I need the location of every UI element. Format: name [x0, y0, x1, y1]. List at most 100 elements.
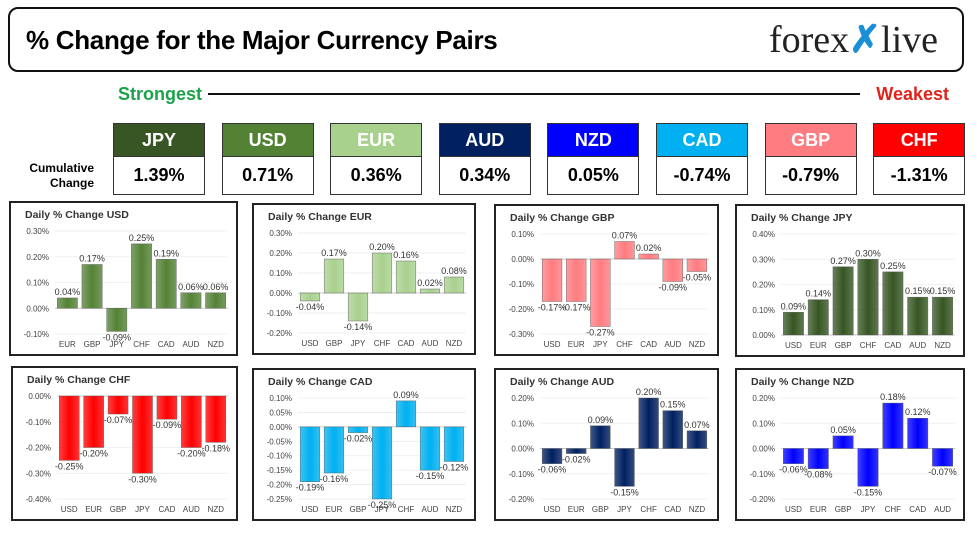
bar-nzd	[686, 258, 708, 272]
x-tick-label: JPY	[135, 505, 150, 514]
bar-eur	[323, 426, 345, 474]
data-label: -0.09%	[153, 420, 182, 430]
x-tick-label: CHF	[374, 339, 391, 348]
bar-aud	[419, 426, 441, 471]
y-tick-label: 0.10%	[269, 269, 292, 278]
y-tick-label: 0.20%	[269, 249, 292, 258]
data-label: -0.02%	[562, 455, 591, 465]
bar-aud	[181, 395, 202, 448]
x-tick-label: NZD	[689, 505, 706, 514]
cumulative-change-value: -0.79%	[764, 157, 857, 195]
y-tick-label: -0.10%	[750, 470, 775, 479]
currency-cell-nzd: NZD 0.05%	[547, 123, 640, 195]
chart-panel-eur: Daily % Change EUR -0.20% -0.10% 0.00% 0.10%…	[252, 203, 476, 355]
bar-gbp	[590, 425, 611, 449]
bar-chf	[882, 402, 904, 449]
strength-divider	[208, 93, 860, 95]
x-tick-label: GBP	[326, 339, 343, 348]
bar-cad	[155, 259, 177, 309]
currency-code: GBP	[764, 123, 857, 157]
y-tick-label: 0.10%	[752, 306, 775, 315]
y-tick-label: 0.10%	[511, 230, 534, 239]
bar-cad	[638, 253, 659, 260]
bar-gbp	[81, 264, 103, 309]
x-tick-label: EUR	[810, 341, 827, 350]
bar-chf	[857, 259, 879, 336]
logo-text-right: live	[881, 19, 938, 61]
bar-jpy	[132, 395, 153, 474]
bar-gbp	[832, 266, 854, 336]
bar-chf	[131, 243, 152, 309]
cumulative-change-value: 0.34%	[438, 157, 531, 195]
y-tick-label: 0.30%	[26, 227, 49, 236]
bar-eur	[566, 258, 587, 302]
x-tick-label: JPY	[861, 505, 876, 514]
x-tick-label: GBP	[835, 505, 852, 514]
chart-panel-nzd: Daily % Change NZD -0.20% -0.10% 0.00% 0.10%…	[735, 368, 965, 521]
data-label: 0.16%	[393, 250, 419, 260]
data-label: -0.07%	[104, 415, 133, 425]
y-tick-label: -0.10%	[24, 330, 49, 339]
data-label: -0.09%	[103, 332, 132, 342]
y-tick-label: -0.30%	[26, 469, 51, 478]
data-label: 0.30%	[855, 248, 881, 258]
x-tick-label: GBP	[84, 340, 101, 349]
bar-gbp	[832, 435, 854, 449]
y-tick-label: -0.20%	[509, 305, 534, 314]
currency-code: AUD	[438, 123, 531, 157]
data-label: 0.02%	[417, 278, 443, 288]
data-label: 0.25%	[129, 233, 155, 243]
x-tick-label: GBP	[110, 505, 127, 514]
y-tick-label: 0.20%	[752, 281, 775, 290]
data-label: 0.07%	[684, 420, 710, 430]
y-tick-label: 0.20%	[26, 253, 49, 262]
bar-aud	[419, 288, 441, 294]
x-tick-label: JPY	[109, 340, 124, 349]
bar-usd	[58, 395, 80, 461]
data-label: -0.04%	[296, 302, 325, 312]
data-label: -0.18%	[202, 443, 231, 453]
data-label: 0.17%	[79, 253, 105, 263]
x-tick-label: EUR	[326, 505, 343, 514]
y-tick-label: -0.10%	[26, 418, 51, 427]
logo-mark-icon: ✗	[849, 19, 882, 61]
bar-gbp	[107, 395, 129, 415]
data-label: -0.02%	[344, 434, 373, 444]
currency-code: CHF	[873, 123, 966, 157]
bar-nzd	[443, 426, 465, 462]
x-tick-label: USD	[302, 505, 319, 514]
x-tick-label: CHF	[616, 340, 633, 349]
y-tick-label: 0.20%	[511, 394, 534, 403]
x-tick-label: JPY	[593, 340, 608, 349]
y-tick-label: 0.10%	[26, 279, 49, 288]
cumulative-change-value: 0.05%	[547, 157, 640, 195]
chart-title: Daily % Change AUD	[510, 376, 614, 388]
x-tick-label: CHF	[860, 341, 877, 350]
y-tick-label: -0.10%	[509, 280, 534, 289]
bar-aud	[932, 448, 953, 467]
bar-chf	[371, 252, 393, 294]
y-tick-label: -0.15%	[267, 466, 292, 475]
x-tick-label: JPY	[375, 505, 390, 514]
y-tick-label: 0.00%	[752, 445, 775, 454]
x-tick-label: USD	[785, 505, 802, 514]
x-tick-label: CAD	[909, 505, 926, 514]
chart-panel-cad: Daily % Change CAD -0.25% -0.20% -0.15% -0.1…	[252, 368, 476, 521]
x-tick-label: CAD	[158, 340, 175, 349]
y-tick-label: -0.20%	[750, 495, 775, 504]
bar-jpy	[857, 448, 879, 487]
currency-code: USD	[221, 123, 314, 157]
data-label: -0.30%	[128, 474, 157, 484]
x-tick-label: AUD	[422, 339, 439, 348]
bar-cad	[395, 260, 417, 294]
y-tick-label: -0.20%	[26, 444, 51, 453]
bar-usd	[541, 448, 563, 464]
chart-panel-aud: Daily % Change AUD -0.20% -0.10% 0.00% 0.10%…	[494, 368, 719, 521]
x-tick-label: CAD	[664, 505, 681, 514]
x-tick-label: USD	[302, 339, 319, 348]
data-label: 0.04%	[55, 287, 81, 297]
y-tick-label: -0.10%	[509, 470, 534, 479]
weakest-label: Weakest	[876, 84, 949, 104]
bar-cad	[907, 418, 929, 449]
chart-panel-chf: Daily % Change CHF -0.40% -0.30% -0.20% -0.1…	[11, 366, 238, 521]
